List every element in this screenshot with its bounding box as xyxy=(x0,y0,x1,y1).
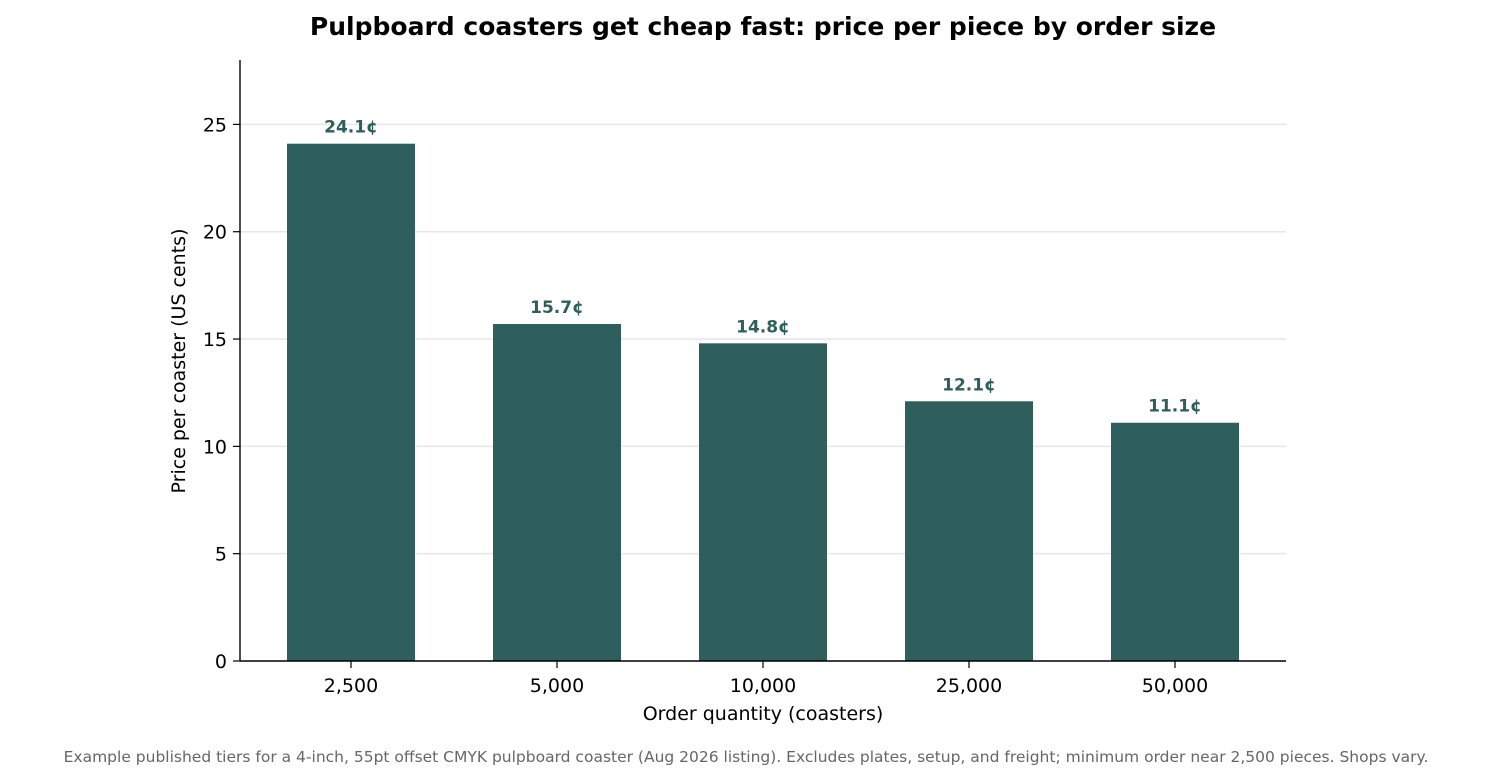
x-axis-label: Order quantity (coasters) xyxy=(643,703,884,725)
data-label: 15.7¢ xyxy=(530,298,584,318)
data-label: 24.1¢ xyxy=(324,118,378,138)
x-tick-label: 10,000 xyxy=(730,675,796,697)
x-tick-label: 2,500 xyxy=(324,675,378,697)
axes xyxy=(233,60,1286,668)
y-tick-label: 20 xyxy=(203,222,227,244)
bar-5,000 xyxy=(493,324,621,661)
x-tick-label: 25,000 xyxy=(936,675,1002,697)
y-tick-label: 5 xyxy=(215,544,227,566)
bar-10,000 xyxy=(699,343,827,661)
bar-2,500 xyxy=(287,143,415,662)
data-label: 11.1¢ xyxy=(1148,397,1202,417)
y-tick-label: 15 xyxy=(203,329,227,351)
y-tick-label: 10 xyxy=(203,436,227,458)
x-tick-label: 50,000 xyxy=(1142,675,1208,697)
data-label: 12.1¢ xyxy=(942,375,996,395)
x-tick-label: 5,000 xyxy=(530,675,584,697)
y-tick-label: 0 xyxy=(215,651,227,673)
bars xyxy=(287,143,1239,662)
footnote: Example published tiers for a 4-inch, 55… xyxy=(64,748,1429,766)
data-label: 14.8¢ xyxy=(736,317,790,337)
bar-50,000 xyxy=(1111,422,1239,661)
tick-labels: 0 5 10 15 20 25 2,500 5,000 10,000 25,000 50,000 xyxy=(203,114,1208,697)
chart-title: Pulpboard coasters get cheap fast: price… xyxy=(310,12,1216,41)
data-labels: 24.1¢ 15.7¢ 14.8¢ 12.1¢ 11.1¢ xyxy=(324,118,1202,417)
bar-25,000 xyxy=(905,401,1033,661)
y-axis-label: Price per coaster (US cents) xyxy=(168,229,190,494)
y-tick-label: 25 xyxy=(203,114,227,136)
